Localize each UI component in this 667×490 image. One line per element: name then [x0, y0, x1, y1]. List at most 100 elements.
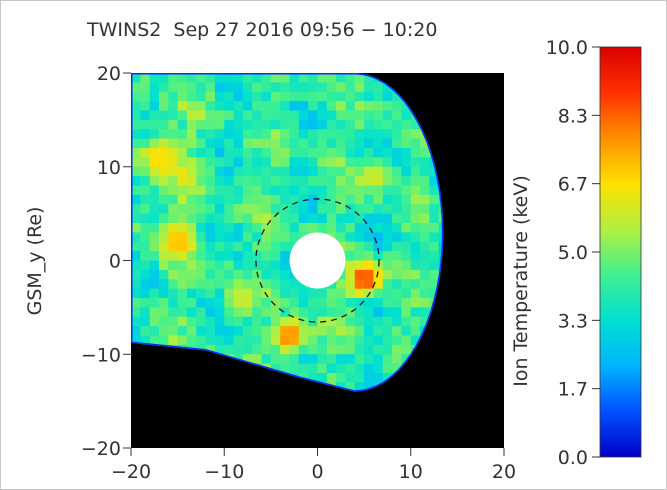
heat-cell [410, 157, 421, 168]
heat-cell [149, 241, 160, 252]
heat-cell [140, 119, 151, 130]
heat-cell [177, 73, 188, 83]
heat-cell [158, 166, 169, 177]
heat-cell [233, 82, 244, 93]
heat-cell [308, 326, 319, 337]
heat-cell [289, 326, 300, 337]
heat-cell [345, 138, 356, 149]
heat-cell [382, 166, 393, 177]
heat-cell [345, 129, 356, 140]
heat-cell [224, 344, 235, 355]
heat-cell [270, 363, 281, 374]
heat-cell [336, 279, 347, 290]
heat-cell [214, 185, 225, 196]
heat-cell [261, 307, 272, 318]
heat-cell [392, 101, 403, 112]
heat-cell [345, 335, 356, 346]
heat-cell [410, 148, 421, 158]
heat-cell [345, 260, 356, 271]
heat-cell [242, 176, 253, 187]
heat-cell [345, 73, 356, 83]
heat-cell [168, 166, 179, 177]
heat-cell [438, 241, 444, 252]
heat-cell [261, 185, 272, 196]
heat-cell [214, 204, 225, 215]
heat-cell [186, 251, 197, 262]
heat-cell [224, 204, 235, 215]
heat-cell [410, 129, 421, 140]
heat-cell [364, 194, 375, 205]
heat-cell [140, 73, 151, 83]
heat-cell [298, 354, 309, 365]
heat-cell [149, 148, 160, 158]
heat-cell [214, 241, 225, 252]
heat-cell [270, 185, 281, 196]
heat-cell [280, 279, 291, 290]
heat-cell [280, 138, 291, 149]
heat-cell [364, 204, 375, 215]
heat-cell [280, 363, 291, 374]
heat-cell [382, 316, 393, 327]
heat-cell [205, 157, 216, 168]
heat-cell [364, 326, 375, 337]
heat-cell [224, 326, 235, 337]
heat-cell [280, 166, 291, 177]
heat-cell [392, 213, 403, 224]
heat-cell [401, 204, 412, 215]
heat-cell [382, 129, 393, 140]
heat-cell [289, 354, 300, 365]
heat-cell [336, 204, 347, 215]
heat-cell [364, 101, 375, 112]
heat-cell [429, 232, 440, 243]
heat-cell [308, 73, 319, 83]
heat-cell [410, 166, 421, 177]
heat-cell [354, 382, 365, 392]
heat-cell [326, 363, 337, 374]
heat-cell [345, 316, 356, 327]
heat-cell [205, 223, 216, 233]
heat-cell [140, 241, 151, 252]
heat-cell [233, 91, 244, 102]
heat-cell [392, 307, 403, 318]
heat-cell [354, 176, 365, 187]
heat-cell [270, 288, 281, 299]
heat-cell [261, 166, 272, 177]
heat-cell [438, 213, 444, 224]
heat-cell [131, 148, 141, 158]
heat-cell [131, 326, 141, 337]
heat-cell [308, 354, 319, 365]
heat-cell [131, 288, 141, 299]
heat-cell [158, 316, 169, 327]
heat-cell [214, 82, 225, 93]
heat-cell [429, 288, 440, 299]
heat-cell [242, 316, 253, 327]
heat-cell [186, 166, 197, 177]
heat-cell [382, 307, 393, 318]
heat-cell [140, 213, 151, 224]
heat-cell [280, 119, 291, 130]
heat-cell [298, 110, 309, 121]
heat-cell [382, 260, 393, 271]
heat-cell [373, 288, 384, 299]
heat-cell [224, 148, 235, 158]
heat-cell [289, 91, 300, 102]
heat-cell [345, 279, 356, 290]
heat-cell [420, 194, 430, 205]
heat-cell [382, 251, 393, 262]
heat-cell [289, 176, 300, 187]
heat-cell [196, 119, 207, 130]
heat-cell [177, 288, 188, 299]
heat-cell [364, 129, 375, 140]
heat-cell [326, 166, 337, 177]
heat-cell [382, 157, 393, 168]
heat-cell [242, 307, 253, 318]
heat-cell [289, 316, 300, 327]
heat-cell [308, 148, 319, 158]
heat-cell [177, 335, 188, 346]
heat-cell [401, 354, 412, 365]
heat-cell [261, 260, 272, 271]
heat-cell [345, 354, 356, 365]
heat-cell [196, 213, 207, 224]
heat-cell [131, 298, 141, 308]
heat-cell [186, 298, 197, 308]
